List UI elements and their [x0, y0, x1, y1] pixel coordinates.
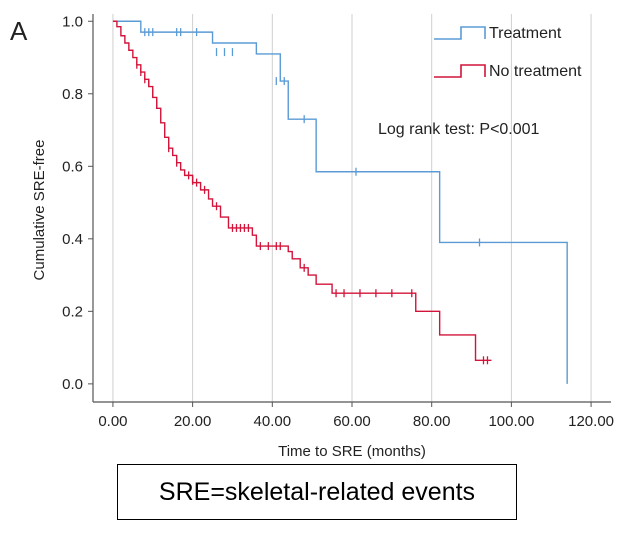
legend: Treatment No treatment	[434, 25, 582, 80]
x-tick-label: 40.00	[254, 413, 292, 430]
footnote-text: SRE=skeletal-related events	[158, 477, 476, 506]
y-tick-label: 0.8	[62, 86, 83, 103]
y-tick-label: 0.2	[62, 303, 83, 320]
log-rank-annotation: Log rank test: P<0.001	[378, 121, 540, 138]
x-axis-label: Time to SRE (months)	[278, 443, 426, 460]
x-tick-label: 80.00	[413, 413, 451, 430]
series-line-treatment	[112, 20, 568, 384]
x-tick-label: 60.00	[333, 413, 371, 430]
legend-swatch-no-treatment	[434, 64, 486, 78]
x-tick-label: 100.00	[488, 413, 534, 430]
footnote-box: SRE=skeletal-related events	[117, 464, 517, 520]
y-tick-label: 0.6	[62, 158, 83, 175]
legend-label-no-treatment: No treatment	[489, 63, 582, 80]
y-tick-label: 1.0	[62, 13, 83, 30]
axes-layer: 0.00 20.00 40.00 60.00 80.00 100.00 120.00 0.0 0…	[62, 13, 614, 430]
legend-swatch-treatment	[434, 26, 486, 40]
x-tick-label: 0.00	[98, 413, 127, 430]
x-tick-label: 20.00	[174, 413, 212, 430]
series-treatment	[112, 20, 568, 384]
chart-svg: A 0.00 20.00 40.00 60.00 80.00 100.00 120.000.…	[10, 13, 614, 460]
x-tick-label: 120.00	[568, 413, 614, 430]
panel-label: A	[10, 16, 28, 46]
grid-layer	[112, 14, 592, 402]
series-line-no-treatment	[112, 20, 492, 361]
y-axis-label: Cumulative SRE-free	[31, 140, 48, 281]
y-tick-label: 0.4	[62, 231, 83, 248]
series-no-treatment	[112, 20, 492, 365]
legend-label-treatment: Treatment	[489, 25, 562, 42]
y-tick-label: 0.0	[62, 376, 83, 393]
series-layer	[112, 20, 568, 384]
